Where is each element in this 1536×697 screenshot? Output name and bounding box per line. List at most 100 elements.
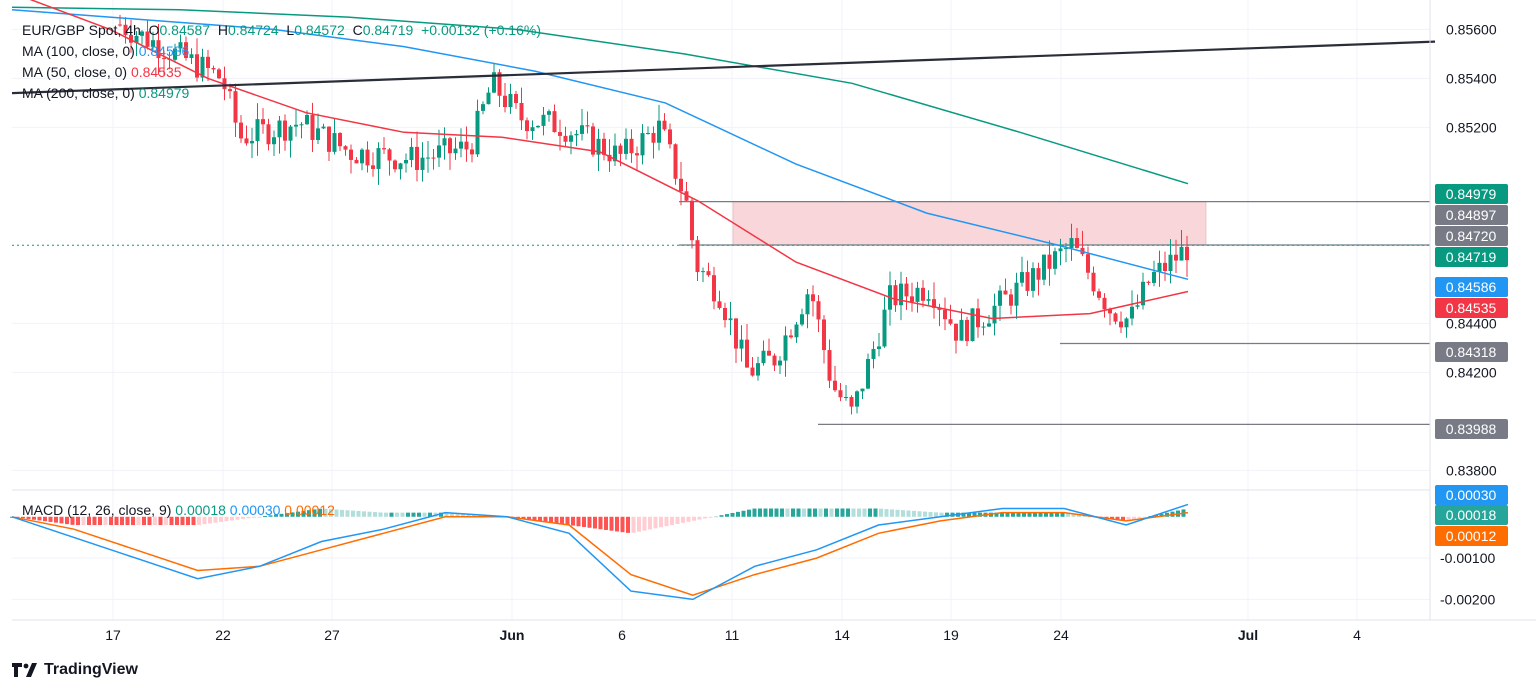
candle (525, 117, 529, 140)
candle-body (1086, 254, 1090, 273)
candle (1047, 240, 1052, 286)
macd-hist-bar (642, 516, 647, 531)
candle-body (530, 127, 535, 132)
candle (745, 323, 749, 368)
macd-legend[interactable]: MACD (12, 26, close, 9) 0.00018 0.00030 … (22, 502, 335, 518)
macd-hist-bar (686, 516, 691, 522)
ma50-legend[interactable]: MA (50, close, 0) 0.84535 (22, 64, 182, 80)
ma200-value: 0.84979 (138, 85, 190, 101)
candle-body (1036, 268, 1041, 280)
candle-body (338, 133, 342, 147)
candle (508, 83, 513, 114)
macd-axis[interactable]: -0.00100 -0.00200 (1440, 550, 1495, 607)
macd-hist-bar (1110, 516, 1114, 520)
candle (1086, 246, 1090, 280)
macd-hist-bar (279, 513, 284, 517)
macd-hist-bar (450, 513, 454, 517)
candle (959, 308, 964, 341)
candle-body (393, 160, 397, 170)
candle-body (272, 137, 276, 145)
candle (1009, 288, 1013, 315)
candle-body (761, 350, 766, 364)
price-tick: 0.83800 (1446, 462, 1497, 478)
macd-hist-bar (241, 516, 245, 519)
candle (882, 296, 887, 348)
macd-hist-bar (626, 516, 630, 533)
candle (965, 316, 969, 347)
candle (151, 31, 155, 50)
macd-hist-bar (384, 512, 388, 517)
candle-body (409, 146, 414, 161)
macd-hist-bar (681, 516, 685, 523)
macd-badge-hist: 0.00018 (1435, 505, 1508, 525)
candle (343, 145, 348, 156)
candle-body (673, 144, 678, 179)
candle-body (772, 355, 777, 366)
candle-body (640, 133, 645, 156)
candle-body (750, 367, 755, 376)
candle-body (805, 294, 810, 315)
symbol-legend: EUR/GBP Spot, 4h O0.84587 H0.84724 L0.84… (22, 22, 541, 38)
candle-body (855, 391, 859, 407)
candle (849, 395, 854, 415)
candle-body (646, 132, 650, 134)
candle-body (717, 301, 722, 308)
candle-body (783, 335, 788, 361)
macd-hist-bar (521, 516, 526, 519)
price-badge-bg (1435, 226, 1508, 246)
candle-body (794, 324, 799, 338)
candle (288, 125, 293, 158)
candle-body (1146, 281, 1151, 283)
candle (1097, 288, 1101, 301)
candle (118, 14, 122, 27)
ma100-legend[interactable]: MA (100, close, 0) 0.84586 (22, 43, 190, 59)
macd-signal-value: 0.00012 (284, 502, 335, 518)
candle-body (877, 346, 881, 349)
ma200-legend[interactable]: MA (200, close, 0) 0.84979 (22, 85, 190, 101)
candle-body (415, 146, 419, 170)
candle (750, 356, 755, 377)
candle-body (552, 111, 557, 133)
candle (1124, 317, 1129, 338)
macd-tick: -0.00200 (1440, 591, 1495, 607)
candle (514, 90, 518, 109)
macd-hist-bar (340, 509, 344, 517)
change-value: +0.00132 (421, 22, 480, 38)
macd-hist-bar (444, 512, 449, 517)
macd-hist-bar (708, 516, 713, 518)
time-axis[interactable]: 17 22 27 Jun 6 11 14 19 24 Jul 4 (105, 627, 1361, 643)
candle-body (563, 135, 568, 142)
candle-body (519, 102, 524, 121)
candle (816, 295, 821, 333)
macd-hist-bar (934, 512, 938, 517)
candle-body (123, 24, 128, 35)
price-axis[interactable]: 0.85600 0.85400 0.85200 0.84400 0.84200 0.838… (1446, 21, 1497, 478)
candle (827, 339, 832, 389)
candle-body (470, 149, 474, 155)
macd-hist-bar (153, 516, 157, 526)
candle-body (706, 271, 711, 276)
candle-body (635, 153, 639, 156)
symbol-name[interactable]: EUR/GBP Spot (22, 22, 118, 38)
macd-hist-bar (406, 512, 410, 517)
open-value: 0.84587 (159, 22, 211, 38)
macd-labels: 0.00030 0.00018 0.00012 (1435, 485, 1508, 546)
candle (1141, 272, 1145, 310)
macd-hist-bar (587, 516, 592, 528)
candle (624, 128, 628, 160)
macd-badge-bg (1435, 526, 1508, 546)
price-badge-bg (1435, 205, 1508, 225)
candle (877, 332, 881, 357)
candle (1119, 311, 1123, 333)
tradingview-logo[interactable]: TradingView (12, 661, 138, 679)
candle (871, 341, 876, 369)
macd-hist-bar (1044, 512, 1048, 517)
candle (459, 128, 463, 158)
candle (690, 198, 694, 249)
macd-hist-bar (895, 509, 900, 517)
macd-hist-bar (461, 513, 465, 517)
macd-hist-bar (334, 509, 339, 517)
macd-hist-bar (1060, 512, 1065, 517)
